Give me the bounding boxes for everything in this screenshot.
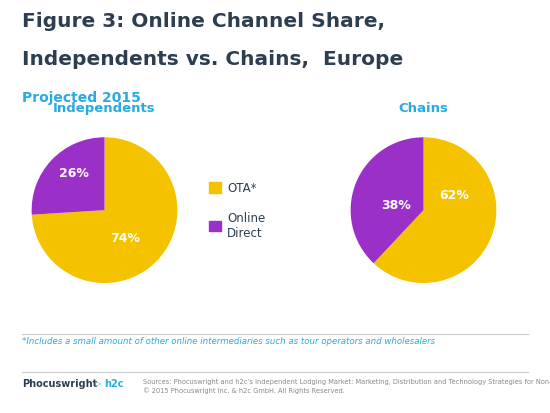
Wedge shape [373, 138, 496, 283]
Text: 74%: 74% [110, 232, 140, 245]
Text: 26%: 26% [59, 166, 89, 179]
Text: 38%: 38% [381, 198, 411, 211]
Text: Independents vs. Chains,  Europe: Independents vs. Chains, Europe [22, 50, 403, 69]
Text: ▷: ▷ [95, 378, 101, 387]
Text: Phocuswright: Phocuswright [22, 378, 97, 388]
Wedge shape [32, 138, 105, 215]
Legend: OTA*, Online
Direct: OTA*, Online Direct [210, 182, 265, 239]
Text: *Includes a small amount of other online intermediaries such as tour operators a: *Includes a small amount of other online… [22, 337, 435, 346]
Title: Chains: Chains [399, 102, 448, 114]
Text: 62%: 62% [439, 188, 469, 201]
Title: Independents: Independents [53, 102, 156, 114]
Wedge shape [32, 138, 177, 283]
Text: h2c: h2c [104, 378, 124, 388]
Text: Figure 3: Online Channel Share,: Figure 3: Online Channel Share, [22, 12, 385, 31]
Wedge shape [351, 138, 424, 263]
Text: Projected 2015: Projected 2015 [22, 91, 141, 105]
Text: Sources: Phocuswright and h2c’s Independent Lodging Market: Marketing, Distribut: Sources: Phocuswright and h2c’s Independ… [143, 378, 550, 393]
